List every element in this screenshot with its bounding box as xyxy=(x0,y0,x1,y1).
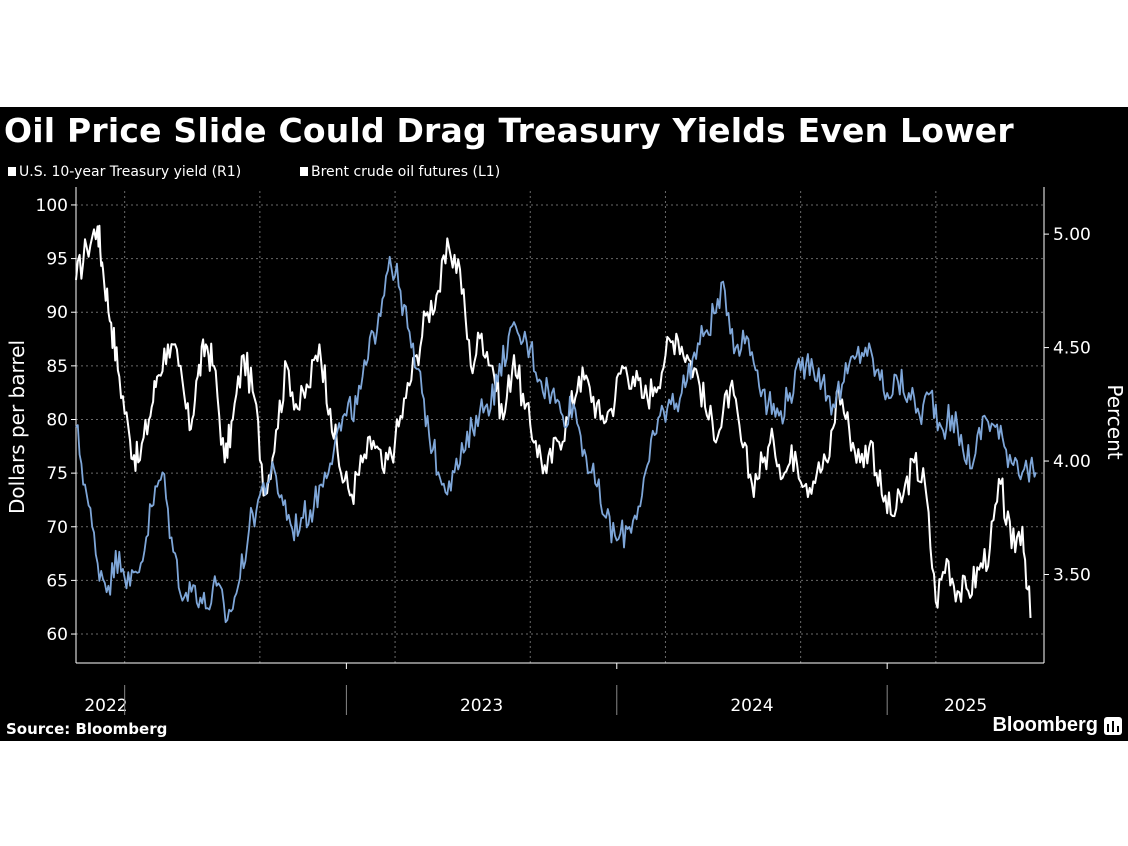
x-tick-label: 2022 xyxy=(84,696,127,716)
brent-series-line xyxy=(75,224,1032,618)
left-tick-label: 95 xyxy=(46,250,68,270)
x-tick-label: 2023 xyxy=(460,696,503,716)
left-tick-label: 75 xyxy=(46,464,68,484)
chart-title: Oil Price Slide Could Drag Treasury Yiel… xyxy=(4,111,1014,150)
legend-treasury: U.S. 10-year Treasury yield (R1) xyxy=(8,164,241,180)
legend-brent-label: Brent crude oil futures (L1) xyxy=(311,164,501,180)
legend-treasury-swatch xyxy=(8,167,16,176)
left-tick-label: 80 xyxy=(46,410,68,430)
brand-logo: Bloomberg xyxy=(992,714,1122,737)
x-tick-label: 2024 xyxy=(730,696,773,716)
legend-brent: Brent crude oil futures (L1) xyxy=(300,164,500,180)
right-tick-label: 5.00 xyxy=(1053,225,1091,245)
right-tick-label: 4.50 xyxy=(1053,339,1091,359)
bloomberg-bars-icon xyxy=(1104,716,1122,735)
left-tick-label: 70 xyxy=(46,518,68,538)
legend-brent-swatch xyxy=(300,167,308,176)
left-axis-title: Dollars per barrel xyxy=(5,340,29,514)
left-tick-label: 65 xyxy=(46,571,68,591)
chart-svg: 60 65 70 75 80 85 90 95 100 3.50 4.00 4.50 5.00 Dolla… xyxy=(5,187,1127,716)
left-tick-label: 85 xyxy=(46,357,68,377)
legend-treasury-label: U.S. 10-year Treasury yield (R1) xyxy=(19,164,242,180)
left-tick-label: 60 xyxy=(46,625,68,645)
treasury-series-line xyxy=(75,255,1037,624)
right-tick-label: 4.00 xyxy=(1053,452,1091,472)
left-tick-label: 100 xyxy=(36,196,68,216)
right-tick-label: 3.50 xyxy=(1053,566,1091,586)
brand-wordmark: Bloomberg xyxy=(992,714,1098,736)
chart-panel: Oil Price Slide Could Drag Treasury Yiel… xyxy=(0,107,1128,741)
x-tick-label: 2025 xyxy=(944,696,987,716)
right-axis-title: Percent xyxy=(1103,384,1127,459)
source-note: Source: Bloomberg xyxy=(6,720,168,738)
left-tick-label: 90 xyxy=(46,303,68,323)
